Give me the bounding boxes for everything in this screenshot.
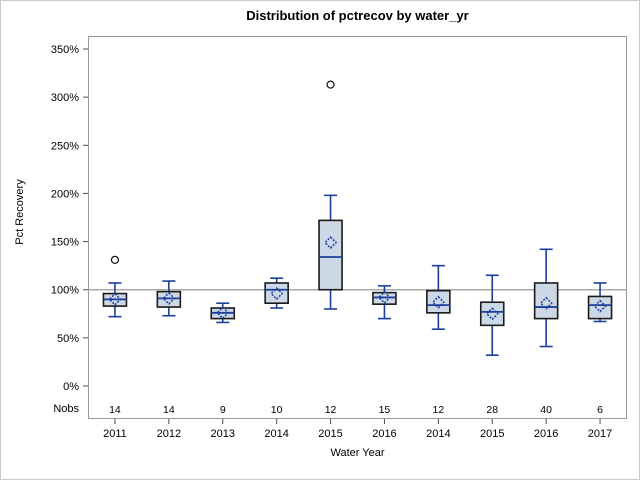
y-tick-label: 350% — [51, 44, 79, 56]
outlier-point — [326, 80, 335, 89]
box-iqr — [318, 219, 343, 291]
x-tick-label: 2016 — [372, 428, 396, 440]
x-tick-label: 2015 — [480, 428, 504, 440]
mean-diamond — [593, 299, 607, 313]
plot-frame — [88, 36, 627, 419]
outlier-point — [110, 255, 120, 265]
x-tick-label: 2011 — [103, 428, 127, 440]
x-tick-label: 2015 — [318, 428, 342, 440]
y-tick-label: 250% — [51, 140, 79, 152]
x-tick-label: 2013 — [211, 428, 235, 440]
nobs-value: 6 — [597, 404, 603, 416]
mean-diamond — [216, 306, 230, 320]
box-iqr — [426, 289, 451, 314]
mean-diamond — [431, 295, 445, 309]
nobs-row-label: Nobs — [53, 403, 79, 415]
mean-diamond — [539, 296, 553, 310]
x-tick-label: 2017 — [588, 428, 612, 440]
nobs-value: 14 — [109, 404, 121, 416]
box-iqr — [533, 282, 559, 320]
y-tick-label: 150% — [51, 237, 79, 249]
nobs-value: 10 — [271, 404, 283, 416]
x-tick-label: 2014 — [264, 428, 288, 440]
x-tick-label: 2012 — [157, 428, 181, 440]
box-iqr — [264, 282, 289, 304]
y-tick-label: 100% — [51, 285, 79, 297]
x-axis-label: Water Year — [330, 447, 385, 459]
box-iqr — [587, 295, 613, 320]
nobs-value: 12 — [325, 404, 337, 416]
mean-diamond — [323, 235, 338, 250]
y-tick-label: 0% — [63, 381, 79, 393]
mean-diamond — [270, 287, 284, 301]
x-tick-label: 2016 — [534, 428, 558, 440]
y-tick-label: 50% — [57, 333, 79, 345]
nobs-value: 15 — [379, 404, 391, 416]
mean-diamond — [377, 290, 392, 304]
box-iqr — [156, 290, 182, 308]
mean-diamond — [162, 291, 176, 305]
x-tick-label: 2014 — [426, 428, 450, 440]
y-axis-label: Pct Recovery — [14, 179, 26, 245]
y-tick-label: 300% — [51, 92, 79, 104]
y-tick-label: 200% — [51, 188, 79, 200]
mean-diamond — [108, 292, 122, 306]
box-iqr — [479, 301, 505, 327]
chart-title: Distribution of pctrecov by water_yr — [246, 8, 469, 23]
nobs-value: 12 — [433, 404, 445, 416]
nobs-value: 9 — [220, 404, 226, 416]
mean-diamond — [485, 307, 499, 321]
nobs-value: 14 — [163, 404, 175, 416]
nobs-value: 40 — [540, 404, 552, 416]
nobs-value: 28 — [486, 404, 498, 416]
